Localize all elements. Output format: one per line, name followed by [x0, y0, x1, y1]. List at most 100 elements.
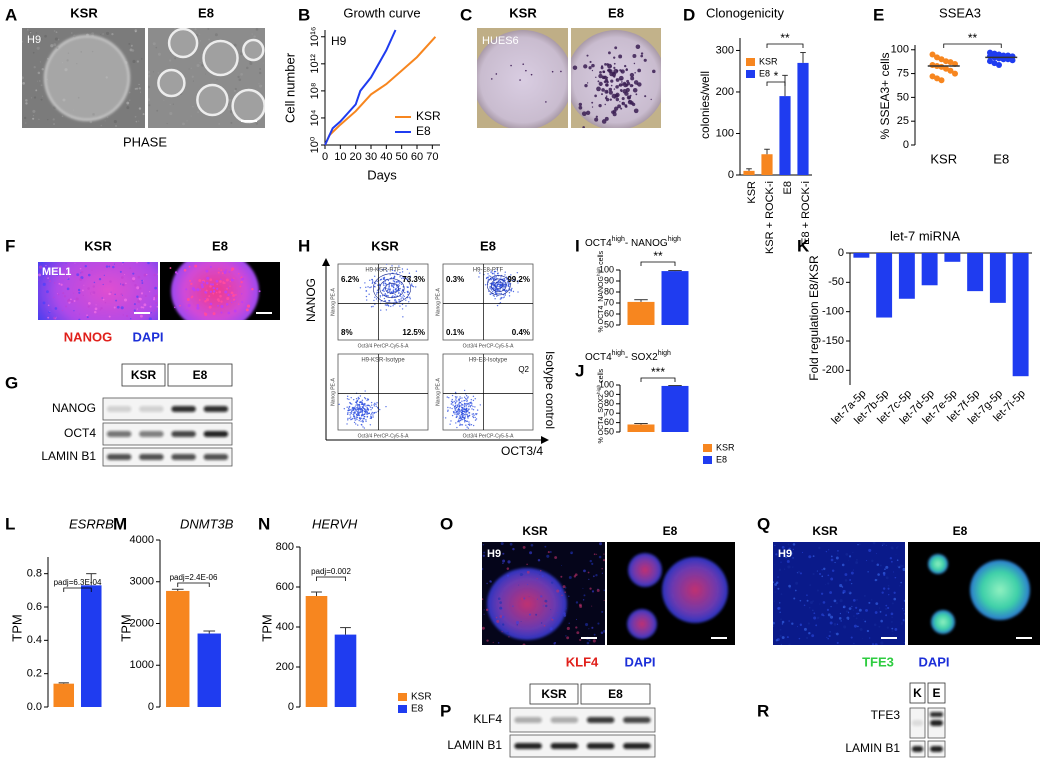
speckle	[188, 68, 190, 70]
speckle	[844, 573, 848, 576]
event-dot	[393, 275, 396, 278]
speckle	[786, 559, 790, 563]
speckle	[863, 594, 866, 597]
speckle	[778, 568, 782, 571]
label-part: OCT4	[585, 238, 612, 249]
speckle	[874, 643, 878, 645]
axis-text: Nanog PE-A	[435, 377, 441, 405]
speckle	[813, 612, 816, 615]
speckle	[492, 641, 494, 643]
speckle	[35, 32, 38, 34]
event-dot	[369, 406, 372, 408]
event-dot	[395, 295, 397, 297]
event-dot	[397, 284, 399, 286]
speckle	[132, 272, 135, 275]
stain-label: TFE3	[862, 654, 894, 669]
speckle	[559, 589, 562, 592]
speckle	[134, 30, 137, 33]
event-dot	[460, 418, 462, 420]
speckle	[891, 630, 894, 633]
speckle	[864, 620, 867, 623]
caption: PHASE	[123, 134, 167, 149]
event-dot	[357, 410, 360, 412]
speckle	[149, 291, 151, 293]
speckle	[564, 591, 566, 593]
speckle	[42, 301, 46, 305]
event-dot	[487, 276, 489, 279]
axis-title: TPM	[118, 614, 133, 641]
speckle	[501, 615, 505, 619]
chart-title: OCT4high- SOX2high	[585, 350, 671, 362]
event-dot	[384, 283, 387, 285]
speckle	[828, 634, 831, 638]
event-dot	[458, 398, 460, 401]
speckle	[795, 581, 799, 585]
speckle	[87, 287, 90, 290]
event-dot	[490, 270, 492, 272]
speckle	[806, 637, 808, 639]
event-dot	[458, 403, 460, 406]
event-dot	[502, 297, 504, 299]
event-dot	[366, 399, 368, 402]
speckle	[244, 273, 246, 276]
speckle	[174, 57, 177, 60]
event-dot	[350, 396, 352, 399]
speckle	[187, 303, 191, 308]
event-dot	[460, 405, 462, 407]
speckle	[839, 599, 843, 603]
blot-band	[930, 720, 943, 726]
colony-dot	[640, 52, 644, 55]
colony-dot	[595, 76, 597, 79]
speckle	[41, 262, 44, 264]
event-dot	[351, 410, 353, 412]
speckle	[32, 114, 35, 117]
event-dot	[411, 285, 414, 287]
speckle	[815, 624, 818, 627]
event-dot	[355, 416, 358, 418]
event-dot	[364, 282, 366, 284]
event-dot	[350, 418, 352, 421]
speckle	[47, 316, 50, 319]
colony	[628, 553, 662, 587]
event-dot	[479, 272, 481, 274]
speckle	[79, 267, 82, 270]
event-dot	[404, 291, 406, 294]
speckle	[76, 273, 80, 277]
colony-dot	[605, 95, 608, 97]
speckle	[258, 71, 262, 75]
event-dot	[468, 421, 470, 423]
speckle	[240, 72, 243, 76]
group-header: E8	[608, 687, 623, 701]
speckle	[153, 273, 156, 277]
point	[943, 58, 949, 65]
event-dot	[380, 278, 382, 281]
event-dot	[511, 279, 514, 282]
speckle	[536, 598, 538, 600]
event-dot	[474, 419, 477, 421]
event-dot	[381, 289, 384, 292]
event-dot	[462, 414, 464, 417]
event-dot	[472, 399, 475, 402]
speckle	[120, 293, 123, 296]
colony	[202, 39, 239, 77]
row-label: OCT4	[64, 426, 96, 440]
event-dot	[455, 416, 457, 419]
speckle	[148, 317, 152, 320]
event-dot	[451, 407, 453, 410]
speckle	[66, 299, 70, 303]
speckle	[205, 289, 208, 292]
quadrant-label: 0.4%	[512, 328, 530, 337]
event-dot	[363, 397, 366, 399]
speckle	[102, 298, 105, 301]
event-dot	[408, 301, 410, 303]
speckle	[852, 551, 854, 554]
speckle	[78, 291, 81, 294]
speckle	[156, 273, 158, 275]
label-part: % OCT4_SOX2	[598, 394, 605, 444]
speckle	[156, 109, 159, 112]
speckle	[489, 580, 492, 583]
event-dot	[465, 410, 468, 412]
colony-dot	[591, 69, 594, 72]
event-dot	[474, 397, 476, 400]
speckle	[25, 122, 27, 124]
